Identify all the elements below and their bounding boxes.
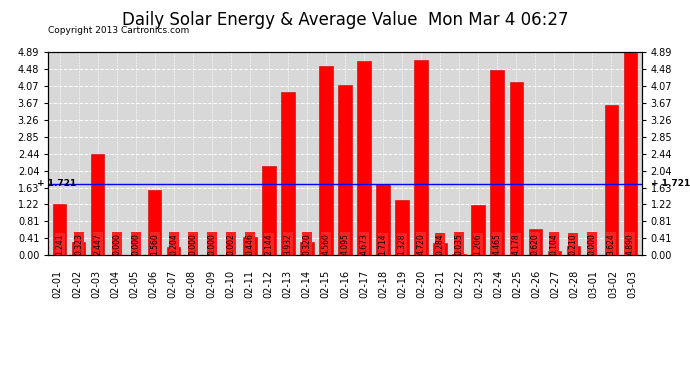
Text: 2.144: 2.144 — [264, 233, 273, 255]
Text: 0.035: 0.035 — [455, 233, 464, 255]
Text: 02-17: 02-17 — [359, 270, 369, 298]
Bar — [376, 184, 390, 255]
Text: 3.624: 3.624 — [607, 233, 615, 255]
Text: 02-16: 02-16 — [340, 270, 350, 298]
Text: 02-21: 02-21 — [435, 270, 446, 298]
Text: 4.720: 4.720 — [417, 233, 426, 255]
Text: 4.560: 4.560 — [322, 233, 331, 255]
Text: 02-06: 02-06 — [148, 270, 159, 298]
Text: 02-12: 02-12 — [264, 270, 273, 298]
Text: 3.932: 3.932 — [284, 233, 293, 255]
Text: 1.560: 1.560 — [150, 233, 159, 255]
Text: 02-08: 02-08 — [187, 270, 197, 298]
Text: 1.206: 1.206 — [473, 233, 482, 255]
Text: 0.284: 0.284 — [435, 233, 444, 255]
Text: 02-04: 02-04 — [110, 270, 120, 298]
Text: 02-23: 02-23 — [474, 270, 484, 298]
Text: 0.000: 0.000 — [208, 233, 217, 255]
Bar — [167, 246, 181, 255]
Bar — [529, 230, 542, 255]
Text: 4.673: 4.673 — [359, 233, 368, 255]
Text: 02-28: 02-28 — [570, 270, 580, 298]
Text: 02-09: 02-09 — [206, 270, 216, 298]
Bar — [244, 237, 257, 255]
Text: 4.095: 4.095 — [340, 233, 350, 255]
Text: 02-26: 02-26 — [531, 270, 542, 298]
Bar — [415, 60, 428, 255]
Text: 02-22: 02-22 — [455, 270, 465, 298]
Text: 02-27: 02-27 — [551, 270, 560, 298]
Bar — [262, 166, 275, 255]
Text: 0.320: 0.320 — [302, 233, 311, 255]
Text: 03-01: 03-01 — [589, 270, 599, 298]
Text: 2.447: 2.447 — [93, 233, 102, 255]
Text: 03-03: 03-03 — [627, 270, 637, 298]
Bar — [453, 254, 466, 255]
Text: 0.000: 0.000 — [588, 233, 597, 255]
Text: 02-14: 02-14 — [302, 270, 312, 298]
Text: 0.446: 0.446 — [246, 233, 255, 255]
Text: 02-13: 02-13 — [283, 270, 293, 298]
Text: 1.328: 1.328 — [397, 233, 406, 255]
Bar — [491, 70, 504, 255]
Text: 0.323: 0.323 — [75, 233, 83, 255]
Text: + 1.721: + 1.721 — [37, 179, 76, 188]
Text: 0.104: 0.104 — [550, 233, 559, 255]
Text: 02-10: 02-10 — [225, 270, 235, 298]
Bar — [319, 66, 333, 255]
Text: 0.002: 0.002 — [226, 233, 235, 255]
Bar — [433, 243, 446, 255]
Text: 02-05: 02-05 — [130, 270, 139, 298]
Bar — [338, 86, 352, 255]
Text: 4.890: 4.890 — [626, 233, 635, 255]
Bar — [300, 242, 314, 255]
Bar — [566, 246, 580, 255]
Text: Copyright 2013 Cartronics.com: Copyright 2013 Cartronics.com — [48, 26, 190, 35]
Text: 02-02: 02-02 — [72, 270, 82, 298]
Text: 0.000: 0.000 — [188, 233, 197, 255]
Text: 02-24: 02-24 — [493, 270, 503, 298]
Text: 02-03: 02-03 — [91, 270, 101, 298]
Bar — [604, 105, 618, 255]
Bar — [509, 82, 523, 255]
Text: 4.465: 4.465 — [493, 233, 502, 255]
Bar — [72, 242, 86, 255]
Text: 02-15: 02-15 — [321, 270, 331, 298]
Text: + 1.721: + 1.721 — [651, 179, 690, 188]
Text: 02-01: 02-01 — [53, 270, 63, 298]
Text: 1.241: 1.241 — [55, 233, 64, 255]
Bar — [395, 200, 408, 255]
Text: 02-11: 02-11 — [244, 270, 255, 298]
Bar — [624, 53, 637, 255]
Bar — [357, 62, 371, 255]
Text: 0.000: 0.000 — [112, 233, 121, 255]
Bar — [91, 154, 104, 255]
Text: 0.000: 0.000 — [131, 233, 140, 255]
Bar — [148, 190, 161, 255]
Text: 02-07: 02-07 — [168, 270, 178, 298]
Bar — [282, 92, 295, 255]
Bar — [53, 204, 66, 255]
Text: 0.620: 0.620 — [531, 233, 540, 255]
Text: 0.210: 0.210 — [569, 233, 578, 255]
Text: 02-18: 02-18 — [378, 270, 388, 298]
Text: 02-19: 02-19 — [397, 270, 407, 298]
Text: 4.178: 4.178 — [512, 233, 521, 255]
Bar — [471, 205, 485, 255]
Text: 02-20: 02-20 — [417, 270, 426, 298]
Text: 1.714: 1.714 — [379, 233, 388, 255]
Bar — [548, 251, 561, 255]
Text: 0.204: 0.204 — [169, 233, 178, 255]
Text: 02-25: 02-25 — [512, 270, 522, 298]
Text: 03-02: 03-02 — [608, 270, 618, 298]
Text: Daily Solar Energy & Average Value  Mon Mar 4 06:27: Daily Solar Energy & Average Value Mon M… — [121, 11, 569, 29]
